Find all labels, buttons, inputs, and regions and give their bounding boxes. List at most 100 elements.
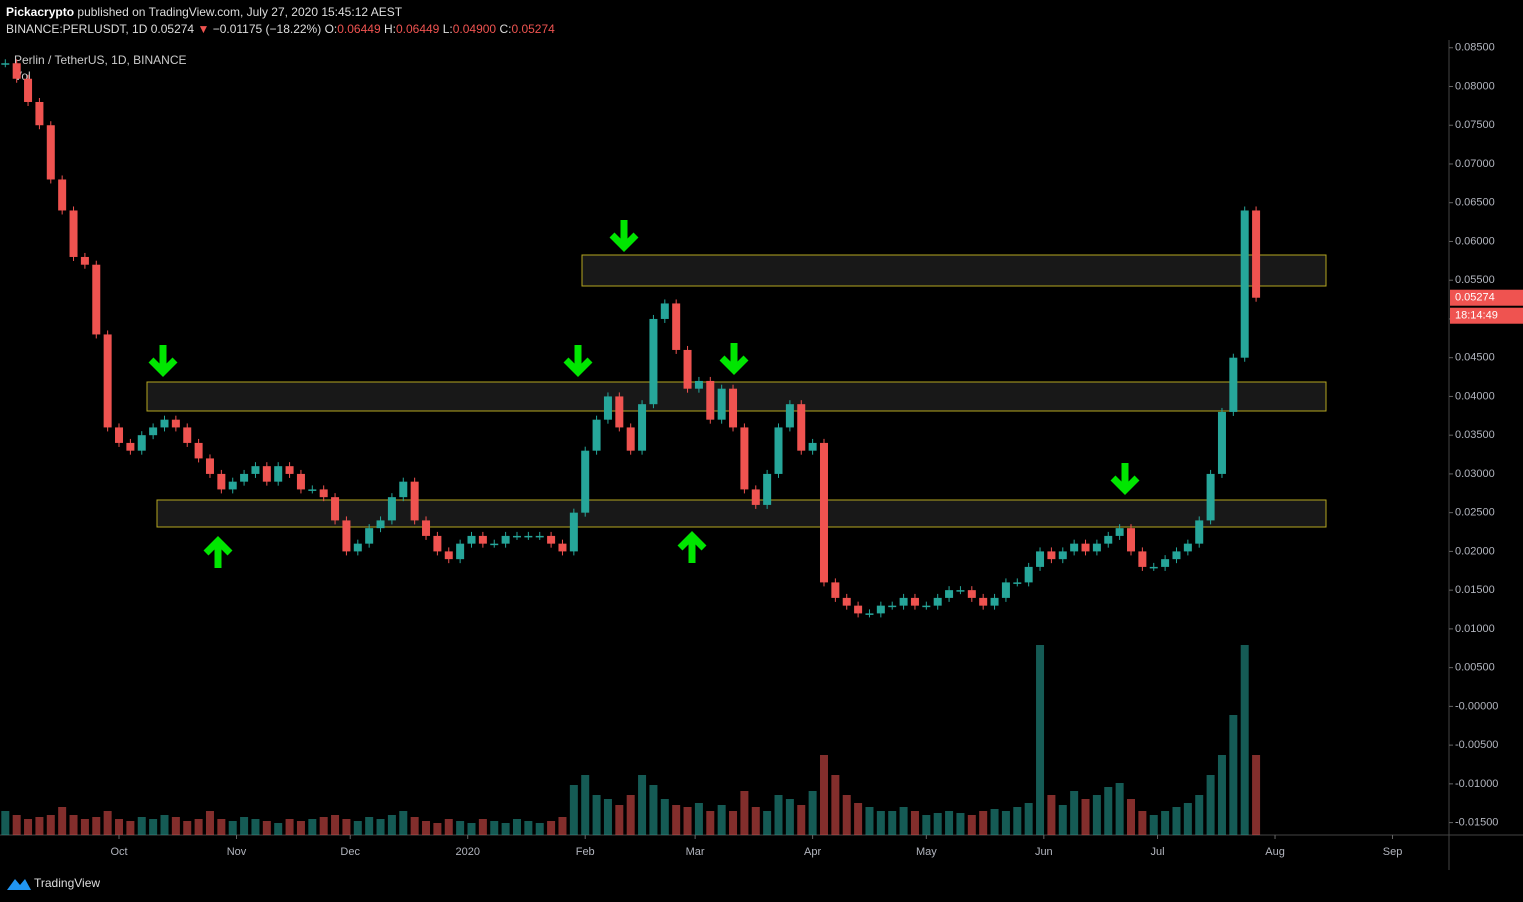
arrow-down bbox=[1110, 463, 1140, 495]
zone bbox=[156, 499, 1327, 528]
candle-body bbox=[183, 427, 192, 443]
volume-bar bbox=[910, 811, 919, 835]
candle-body bbox=[1092, 543, 1101, 552]
volume-bar bbox=[740, 791, 749, 835]
volume-bar bbox=[854, 803, 863, 835]
volume-bar bbox=[1183, 803, 1192, 835]
candle-body bbox=[1229, 357, 1238, 412]
candle-body bbox=[694, 380, 703, 389]
arrow-down bbox=[148, 345, 178, 377]
volume-bar bbox=[376, 819, 385, 835]
candle-body bbox=[1127, 528, 1136, 552]
volume-bar bbox=[876, 811, 885, 835]
candle-body bbox=[35, 101, 44, 126]
candle-body bbox=[1183, 543, 1192, 552]
volume-bar bbox=[171, 817, 180, 835]
candle-body bbox=[854, 605, 863, 614]
volume-bar bbox=[819, 755, 828, 835]
x-tick-label: Dec bbox=[340, 846, 360, 858]
candle-body bbox=[785, 404, 794, 428]
last-price-label: 0.05274 bbox=[1455, 292, 1495, 304]
o: 0.06449 bbox=[337, 22, 381, 36]
volume-bar bbox=[512, 819, 521, 835]
y-tick-label: 0.03500 bbox=[1455, 429, 1495, 441]
y-tick-label: 0.07500 bbox=[1455, 119, 1495, 131]
candle-body bbox=[58, 179, 67, 211]
arrows bbox=[148, 220, 1140, 568]
volume-bar bbox=[160, 815, 169, 835]
volume-bar bbox=[35, 817, 44, 835]
volume-bar bbox=[615, 805, 624, 835]
published: published on TradingView.com, July 27, 2… bbox=[77, 5, 403, 19]
y-tick-label: 0.04000 bbox=[1455, 390, 1495, 402]
candle-body bbox=[1195, 520, 1204, 544]
volume-bar bbox=[467, 823, 476, 835]
volume-bar bbox=[933, 813, 942, 835]
volume-bar bbox=[956, 813, 965, 835]
author[interactable]: Pickacrypto bbox=[6, 5, 75, 19]
y-tick-label: 0.05500 bbox=[1455, 274, 1495, 286]
volume-bar bbox=[785, 799, 794, 835]
candle-body bbox=[638, 404, 647, 451]
volume-bar bbox=[717, 805, 726, 835]
candle-body bbox=[603, 396, 612, 420]
volume-bar bbox=[103, 811, 112, 835]
candle-body bbox=[706, 380, 715, 420]
volume-bar bbox=[1206, 775, 1215, 835]
candle-body bbox=[149, 427, 158, 436]
candle-body bbox=[24, 78, 33, 102]
y-tick-label: 0.02500 bbox=[1455, 507, 1495, 519]
volume-bar bbox=[490, 821, 499, 835]
volume-bar bbox=[58, 807, 67, 835]
candle-body bbox=[433, 535, 442, 552]
volume-bar bbox=[1240, 645, 1249, 835]
candle-body bbox=[831, 582, 840, 598]
x-tick-label: Oct bbox=[110, 846, 127, 858]
candle-body bbox=[1024, 566, 1033, 583]
volume-bar bbox=[274, 823, 283, 835]
zone bbox=[581, 254, 1327, 287]
candle-body bbox=[660, 303, 669, 319]
c: 0.05274 bbox=[511, 22, 555, 36]
volume-bar bbox=[1161, 811, 1170, 835]
candle-body bbox=[422, 520, 431, 536]
volume-bar bbox=[990, 809, 999, 835]
candle-body bbox=[888, 605, 897, 608]
l: 0.04900 bbox=[452, 22, 497, 36]
volume-bar bbox=[296, 821, 305, 835]
candle-body bbox=[160, 419, 169, 428]
candle-body bbox=[763, 473, 772, 505]
y-tick-label: 0.08000 bbox=[1455, 80, 1495, 92]
candle-body bbox=[456, 543, 465, 560]
candle-body bbox=[1104, 535, 1113, 544]
volume-bar bbox=[1195, 795, 1204, 835]
x-tick-label: Aug bbox=[1265, 846, 1285, 858]
candle-body bbox=[490, 543, 499, 546]
volume-bar bbox=[149, 819, 158, 835]
volume-bar bbox=[842, 795, 851, 835]
volume-bar bbox=[285, 819, 294, 835]
symbol: BINANCE:PERLUSDT, 1D bbox=[6, 22, 148, 36]
volume-bar bbox=[69, 815, 78, 835]
volume-bar bbox=[501, 823, 510, 835]
candle-body bbox=[1240, 210, 1249, 358]
candle-body bbox=[46, 125, 55, 180]
y-tick-label: 0.01500 bbox=[1455, 584, 1495, 596]
candle-body bbox=[990, 597, 999, 606]
candle-body bbox=[899, 597, 908, 606]
candle-body bbox=[1001, 582, 1010, 598]
volume-bar bbox=[638, 775, 647, 835]
candle-body bbox=[717, 388, 726, 420]
volume-bar bbox=[194, 819, 203, 835]
volume-bar bbox=[1115, 783, 1124, 835]
volume-bar bbox=[592, 795, 601, 835]
y-tick-label: 0.00500 bbox=[1455, 662, 1495, 674]
volume-bar bbox=[1138, 811, 1147, 835]
y-tick-label: 0.02000 bbox=[1455, 545, 1495, 557]
volume-bar bbox=[92, 817, 101, 835]
candle-body bbox=[945, 590, 954, 598]
volume-bar bbox=[80, 819, 89, 835]
candle-body bbox=[1172, 551, 1181, 560]
last-price-box bbox=[1450, 289, 1523, 306]
volume-bar bbox=[410, 817, 419, 835]
